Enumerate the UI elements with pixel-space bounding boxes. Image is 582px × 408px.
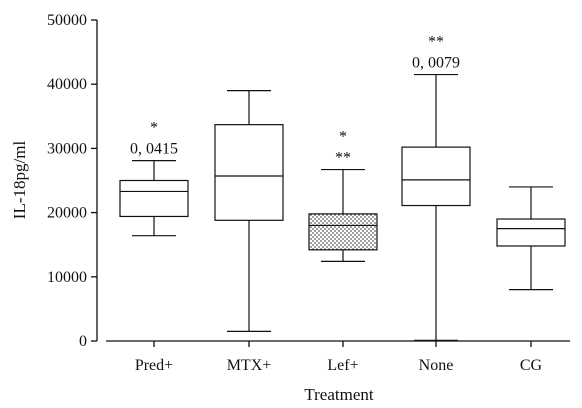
y-tick-label: 0: [79, 333, 87, 350]
y-tick-label: 10000: [47, 269, 87, 286]
box-none: [401, 73, 471, 341]
box-mtx: [214, 90, 284, 332]
significance-annotation: **: [428, 34, 444, 51]
box-cg: [496, 186, 566, 291]
iqr-box: [496, 218, 566, 247]
iqr-box: [401, 146, 471, 207]
iqr-box: [308, 213, 378, 251]
y-tick-label: 50000: [47, 12, 87, 29]
annotations: *0, 0415*****0, 0079: [130, 34, 460, 167]
axes: 0 10000 20000 30000 40000 50000 Pred+ MTX+ Lef+ N…: [47, 12, 570, 374]
y-tick-label: 30000: [47, 140, 87, 157]
y-tick-label: 40000: [47, 76, 87, 93]
significance-annotation: 0, 0415: [130, 141, 178, 158]
significance-annotation: *: [339, 129, 347, 146]
x-tick-label: MTX+: [227, 357, 272, 374]
y-axis-label: IL-18pg/ml: [10, 141, 29, 220]
box-pred: [119, 159, 189, 237]
iqr-box: [214, 124, 284, 221]
x-axis-label: Treatment: [304, 385, 374, 404]
x-tick-label: Pred+: [135, 357, 173, 374]
box-lef: [308, 168, 378, 262]
x-tick-label: None: [419, 357, 454, 374]
significance-annotation: *: [150, 120, 158, 137]
x-tick-label: Lef+: [327, 357, 358, 374]
y-tick-label: 20000: [47, 205, 87, 222]
iqr-box: [119, 179, 189, 218]
significance-annotation: **: [335, 150, 351, 167]
significance-annotation: 0, 0079: [412, 55, 460, 72]
boxes: [119, 73, 566, 341]
x-tick-label: CG: [520, 357, 543, 374]
